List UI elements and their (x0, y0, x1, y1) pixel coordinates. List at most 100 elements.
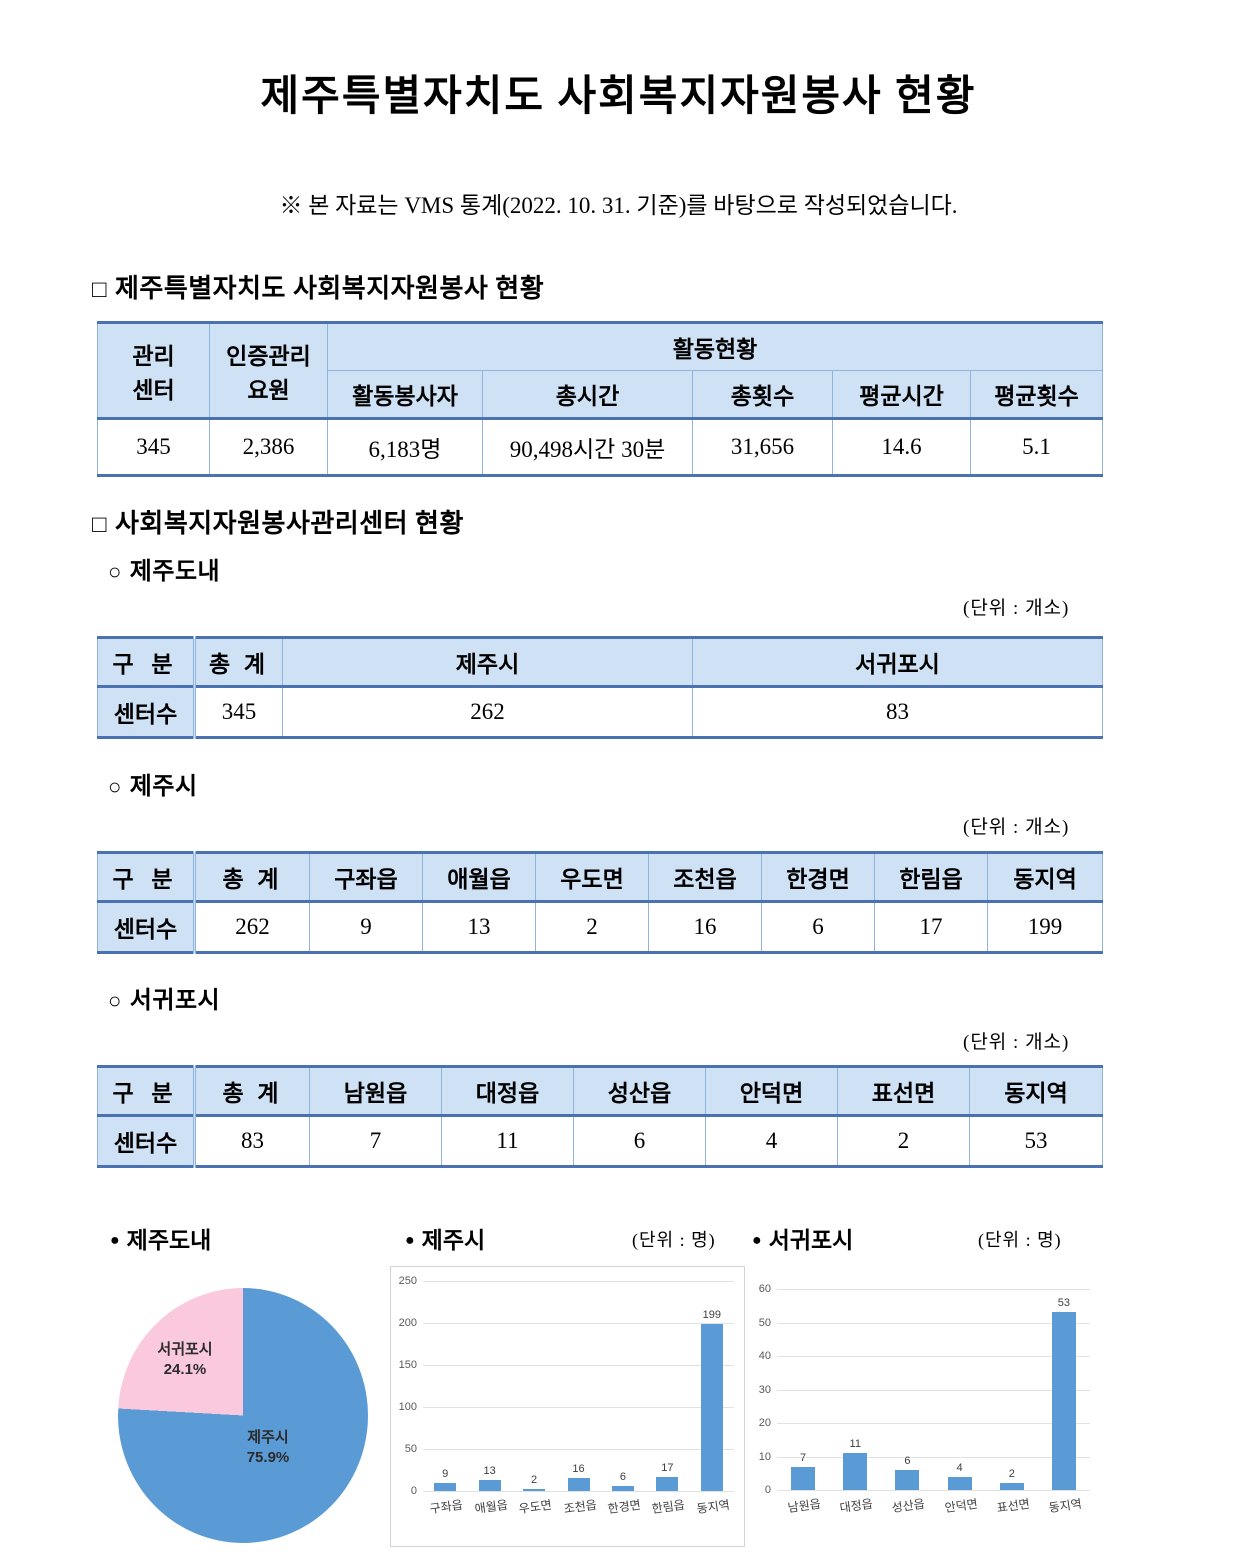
header-cell-jocheon: 조천읍 (648, 851, 762, 902)
row-label-center-count: 센터수 (97, 1114, 196, 1168)
bar-value-label: 16 (572, 1462, 585, 1475)
round-bullet-icon: ● (752, 1232, 762, 1249)
y-axis-tick-label: 10 (758, 1450, 771, 1463)
bar-value-label: 199 (702, 1308, 721, 1321)
bar-value-label: 2 (531, 1474, 538, 1487)
y-axis-tick-label: 100 (398, 1401, 417, 1413)
x-axis-category-label: 조천읍 (562, 1497, 598, 1517)
x-axis-category-label: 남원읍 (786, 1496, 822, 1516)
jejudo-table: 구 분 총 계 제주시 서귀포시 센터수 345 262 83 (97, 636, 1103, 739)
bar-value-label: 6 (619, 1470, 626, 1483)
table-row: 센터수 262 9 13 2 16 6 17 199 (97, 900, 1103, 954)
header-cell-gujwa: 구좌읍 (309, 851, 423, 902)
chart-heading-seogwiposi-label: 서귀포시 (768, 1228, 854, 1253)
square-bullet-icon: □ (92, 512, 107, 538)
table-header-row: 구 분 총 계 구좌읍 애월읍 우도면 조천읍 한경면 한림읍 동지역 (97, 851, 1103, 902)
subheading-jejudo-label: 제주도내 (129, 559, 221, 585)
bar-value-label: 6 (904, 1454, 911, 1467)
bar-chart-seogwiposi: 0 10 20 30 40 50 60 7 남원읍 11 대정읍 6 성산읍 4 안덕면 2 표선면 53 동지역 (745, 1275, 1100, 1545)
table-header-row: 관리 센터 인증관리 요원 활동현황 (97, 321, 1104, 419)
y-axis-tick-label: 150 (398, 1359, 417, 1371)
header-cell-hallim: 한림읍 (874, 851, 988, 902)
cell-total-count: 31,656 (692, 417, 833, 477)
x-axis-category-label: 우도면 (517, 1497, 553, 1517)
square-bullet-icon: □ (92, 277, 107, 303)
cell-total: 262 (194, 900, 310, 954)
x-axis-category-label: 성산읍 (891, 1496, 927, 1516)
header-cell-division: 구 분 (97, 636, 196, 687)
round-bullet-icon: ● (110, 1232, 120, 1249)
gridline (423, 1281, 734, 1282)
bar (843, 1453, 868, 1490)
section-heading-overview: □ 제주특별자치도 사회복지자원봉사 현황 (92, 268, 544, 305)
subheading-jejusi: ○ 제주시 (108, 766, 198, 801)
cell-volunteers: 6,183명 (327, 417, 483, 477)
gridline (777, 1389, 1090, 1391)
pie-graphic (118, 1288, 368, 1543)
pie-label-jeju: 제주시 75.9% (246, 1429, 290, 1467)
header-cell-total: 총 계 (194, 1065, 310, 1116)
x-axis-category-label: 구좌읍 (429, 1497, 464, 1517)
cell-aewol: 13 (422, 900, 536, 954)
circle-bullet-icon: ○ (108, 774, 122, 799)
y-axis-tick-label: 250 (398, 1275, 417, 1287)
gridline (777, 1423, 1090, 1424)
chart-heading-jejusi: ● 제주시 (405, 1221, 485, 1255)
circle-bullet-icon: ○ (108, 559, 122, 584)
gridline (777, 1322, 1090, 1324)
y-axis-tick-label: 60 (758, 1283, 771, 1295)
header-cell-division: 구 분 (97, 851, 196, 902)
y-axis-tick-label: 0 (764, 1484, 771, 1496)
bar (434, 1483, 457, 1491)
bar (523, 1489, 546, 1491)
bar (947, 1476, 972, 1490)
bar-value-label: 2 (1008, 1468, 1015, 1481)
gridline (777, 1456, 1090, 1458)
table-row: 센터수 345 262 83 (97, 685, 1103, 739)
cell-jocheon: 16 (648, 900, 762, 954)
subheading-seogwiposi: ○ 서귀포시 (108, 980, 220, 1015)
x-axis-category-label: 안덕면 (943, 1496, 979, 1516)
bar (478, 1480, 501, 1491)
gridline (423, 1365, 734, 1366)
header-cell-volunteers: 활동봉사자 (327, 370, 483, 419)
x-axis-category-label: 동지역 (695, 1497, 731, 1517)
cell-pyoseon: 2 (837, 1114, 970, 1168)
cell-hallim: 17 (874, 900, 988, 954)
pie-chart-jejudo: 서귀포시 24.1% 제주시 75.9% (118, 1288, 378, 1548)
cell-seogwipo: 83 (692, 685, 1103, 739)
cell-hangyeong: 6 (761, 900, 875, 954)
chart-heading-jejusi-label: 제주시 (421, 1228, 486, 1253)
cell-dong: 199 (987, 900, 1103, 954)
header-cell-division: 구 분 (97, 1065, 196, 1116)
gridline (423, 1323, 734, 1324)
header-cell-andeok: 안덕면 (705, 1065, 838, 1116)
gridline (423, 1407, 734, 1408)
header-cell-hangyeong: 한경면 (761, 851, 875, 902)
table-subheader-row: 활동봉사자 총시간 총횟수 평균시간 평균횟수 (98, 370, 1104, 419)
header-cell-avg-count: 평균횟수 (969, 370, 1104, 419)
bar (656, 1476, 679, 1491)
gridline (423, 1449, 734, 1450)
header-cell-center: 관리 센터 (97, 321, 210, 419)
header-cell-aewol: 애월읍 (422, 851, 536, 902)
page-title: 제주특별자치도 사회복지자원봉사 현황 (260, 74, 977, 120)
bar (611, 1485, 634, 1491)
y-axis-tick-label: 200 (398, 1317, 417, 1329)
bar-value-label: 13 (483, 1465, 496, 1478)
cell-center-count: 345 (97, 417, 210, 477)
header-cell-seongsan: 성산읍 (573, 1065, 706, 1116)
x-axis-category-label: 애월읍 (473, 1497, 509, 1517)
x-axis-category-label: 동지역 (1047, 1496, 1083, 1516)
bar (791, 1466, 816, 1490)
bar-value-label: 53 (1057, 1297, 1071, 1310)
bar-value-label: 9 (442, 1468, 449, 1481)
table-row: 345 2,386 6,183명 90,498시간 30분 31,656 14.… (97, 417, 1104, 477)
header-cell-total: 총 계 (194, 851, 310, 902)
y-axis-tick-label: 50 (758, 1316, 771, 1329)
section-heading-centers-label: 사회복지자원봉사관리센터 현황 (115, 509, 464, 538)
bar (999, 1483, 1024, 1490)
gridline (423, 1491, 734, 1492)
subheading-jejusi-label: 제주시 (129, 774, 198, 800)
y-axis-tick-label: 20 (758, 1417, 771, 1429)
